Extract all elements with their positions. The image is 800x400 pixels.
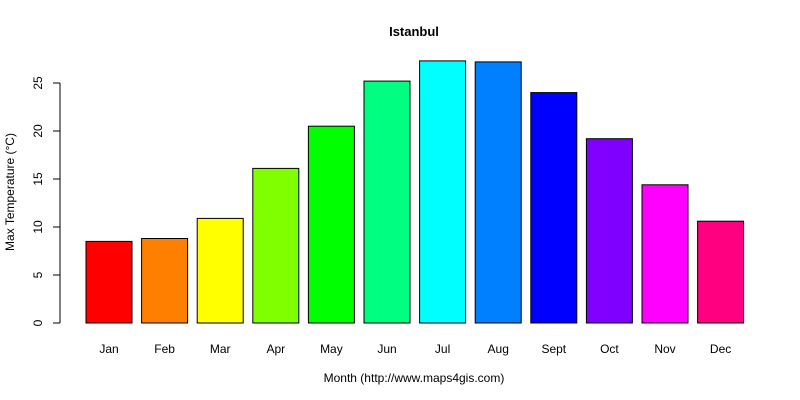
bar-aug	[474, 61, 522, 324]
x-tick-label: Jul	[435, 342, 450, 356]
x-tick-label: Aug	[488, 342, 509, 356]
x-tick-label: Dec	[710, 342, 731, 356]
bar-jan	[85, 240, 133, 324]
x-tick-labels: Jan Feb Mar Apr May Jun Jul Aug Sept Oct Nov Dec	[99, 342, 731, 356]
bar-mar	[196, 217, 244, 324]
x-tick-label: Jan	[99, 342, 118, 356]
bar-may	[307, 125, 355, 324]
bar-feb	[141, 238, 189, 324]
x-tick-label: Feb	[154, 342, 175, 356]
x-tick-label: May	[320, 342, 343, 356]
x-tick-label: Mar	[210, 342, 231, 356]
y-axis: 0 5 10 15 20 25	[31, 76, 61, 326]
x-axis-label: Month (http://www.maps4gis.com)	[324, 371, 505, 385]
y-tick-label: 15	[31, 172, 45, 186]
y-tick-label: 0	[31, 319, 45, 326]
y-tick-label: 10	[31, 220, 45, 234]
bar-oct	[585, 138, 633, 324]
y-axis-label: Max Temperature (°C)	[3, 133, 17, 251]
x-tick-label: Nov	[654, 342, 675, 356]
bar-apr	[252, 167, 300, 324]
bar-dec	[697, 220, 745, 324]
bars-group	[85, 60, 745, 324]
y-tick-label: 5	[31, 271, 45, 278]
x-tick-label: Oct	[600, 342, 619, 356]
chart-title: Istanbul	[389, 24, 439, 39]
x-tick-label: Jun	[377, 342, 396, 356]
bar-sept	[530, 92, 578, 324]
bar-nov	[641, 184, 689, 324]
bar-jun	[363, 80, 411, 324]
y-tick-label: 20	[31, 124, 45, 138]
y-tick-label: 25	[31, 76, 45, 90]
bar-jul	[419, 60, 467, 324]
x-tick-label: Sept	[541, 342, 566, 356]
x-tick-label: Apr	[266, 342, 285, 356]
